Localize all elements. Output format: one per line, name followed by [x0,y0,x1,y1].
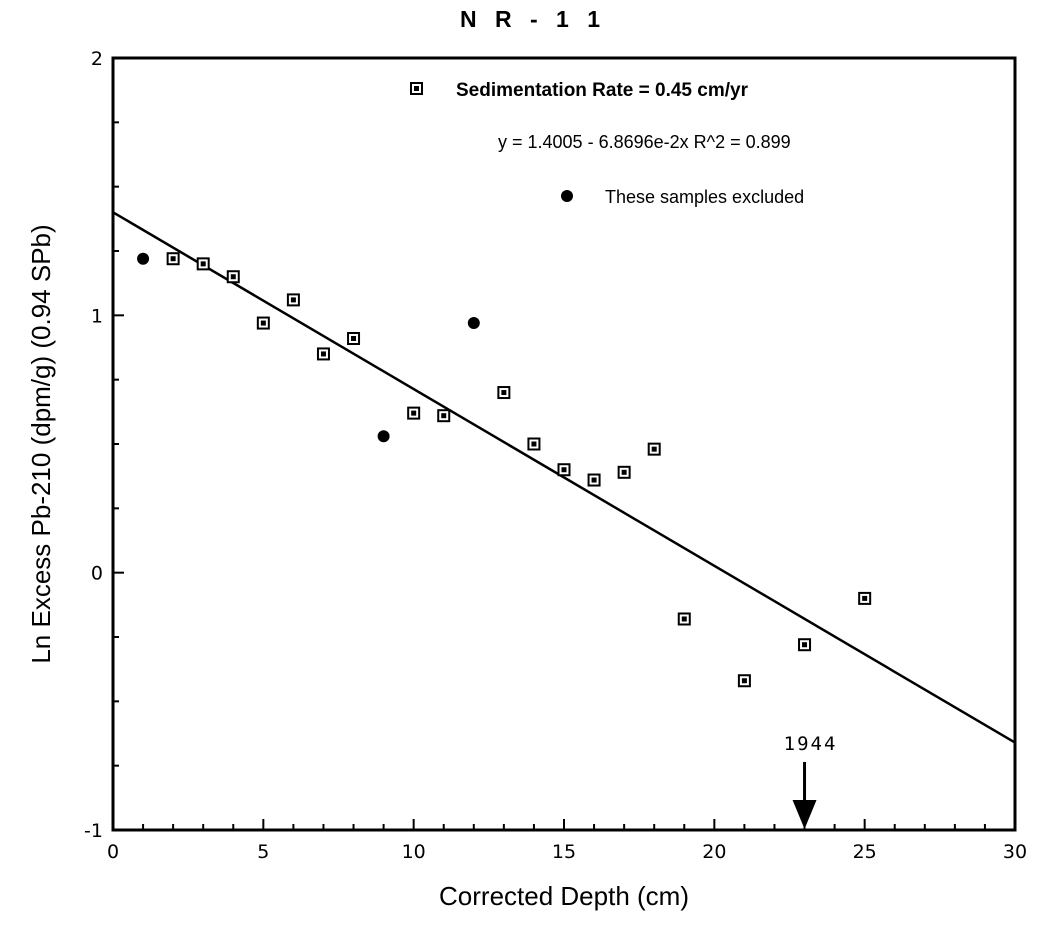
square-point [437,409,451,423]
chart-title: N R - 1 1 [460,6,606,32]
square-point-dot [320,351,326,357]
y-tick-label: 2 [91,48,103,70]
fit-equation: y = 1.4005 - 6.8696e-2x R^2 = 0.899 [498,132,791,152]
regression-line [112,211,1016,744]
square-point-dot [501,390,507,396]
x-tick-label: 5 [257,841,269,863]
square-point [347,331,361,345]
excluded-point [467,317,480,330]
square-point [226,270,240,284]
square-point-dot [621,469,627,475]
x-axis-title: Corrected Depth (cm) [439,881,689,911]
legend-label-excluded: These samples excluded [605,187,804,207]
square-point-dot [741,678,747,684]
square-point-dot [290,297,296,303]
y-axis: -1 0 1 2 [84,48,124,842]
square-point [196,257,210,271]
square-point [587,473,601,487]
square-point-dot [802,642,808,648]
x-tick-label: 30 [1003,841,1027,863]
square-point-dot [681,616,687,622]
x-axis: 0 5 10 15 20 25 30 [107,819,1027,863]
y-tick-label: 0 [91,563,103,585]
square-point-dot [200,261,206,267]
square-point-dot [591,477,597,483]
y-tick-label: -1 [84,820,103,842]
legend-circle-marker [561,190,573,202]
annotation-1944-label: 1944 [784,733,838,755]
square-point-dot [651,446,657,452]
excluded-point [377,430,390,443]
square-point [497,386,511,400]
square-point-dot [260,320,266,326]
square-point-dot [351,335,357,341]
square-point-dot [862,595,868,601]
square-point [647,442,661,456]
square-point-dot [531,441,537,447]
data-points [137,252,872,688]
x-tick-label: 10 [402,841,426,863]
x-tick-label: 25 [853,841,877,863]
square-point [798,638,812,652]
square-point [858,591,872,605]
arrow-down-icon [792,800,817,829]
square-point-dot [561,467,567,473]
legend-label-sedimentation: Sedimentation Rate = 0.45 cm/yr [456,80,749,101]
square-point-dot [170,256,176,262]
square-point [527,437,541,451]
square-point [166,252,180,266]
square-point-dot [230,274,236,280]
x-tick-label: 15 [552,841,576,863]
legend: Sedimentation Rate = 0.45 cm/yr y = 1.40… [410,80,804,207]
square-point [557,463,571,477]
square-point-dot [441,413,447,419]
square-point [617,465,631,479]
square-point [316,347,330,361]
square-point-dot [411,410,417,416]
x-tick-label: 0 [107,841,119,863]
year-annotation: 1944 [784,733,838,829]
square-point [286,293,300,307]
y-tick-label: 1 [91,305,103,327]
square-point [677,612,691,626]
y-axis-title: Ln Excess Pb-210 (dpm/g) (0.94 SPb) [26,224,56,663]
legend-square-marker-dot [414,86,419,91]
excluded-point [137,252,150,265]
x-tick-label: 20 [702,841,726,863]
plot-area-frame [111,56,1017,832]
square-point [737,674,751,688]
square-point [256,316,270,330]
square-point [407,406,421,420]
